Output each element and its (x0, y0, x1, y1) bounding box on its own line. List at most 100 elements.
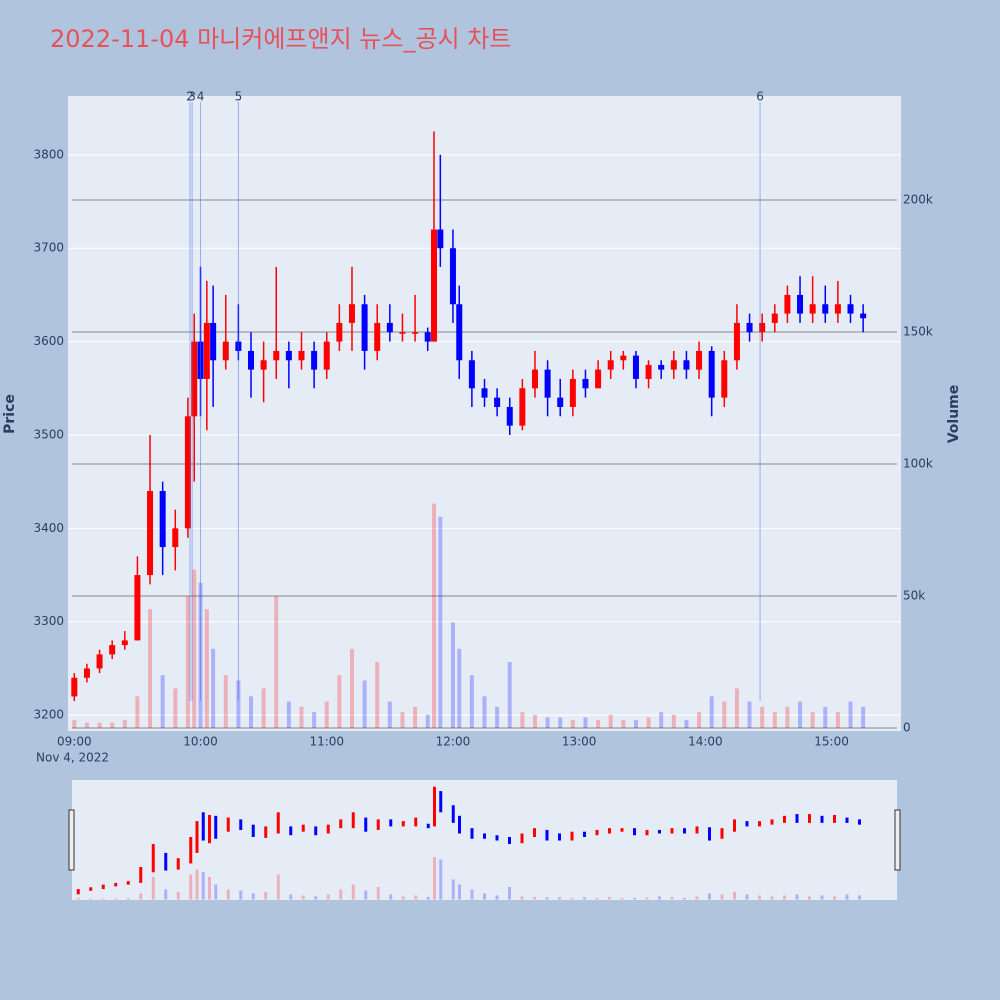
slider-volume-bar (301, 895, 305, 900)
candle-body (607, 360, 614, 370)
slider-volume-bar (339, 889, 343, 900)
y-tick-label: 3800 (33, 147, 64, 161)
slider-volume-bar (214, 884, 218, 900)
candle-body (531, 369, 538, 389)
slider-volume-bar (101, 898, 105, 900)
slider-volume-bar (164, 889, 168, 900)
volume-bar (425, 714, 430, 729)
slider-volume-bar (608, 896, 611, 900)
y-axis-title: Price (2, 394, 18, 434)
slider-volume-bar (201, 871, 205, 900)
slider-volume-bar (76, 897, 80, 900)
y2-tick-label: 50k (903, 589, 925, 603)
volume-bar (671, 714, 676, 729)
slider-volume-bar (770, 896, 774, 900)
slider-volume-bar (658, 896, 661, 900)
slider-volume-bar (351, 884, 355, 900)
volume-bar (375, 662, 380, 729)
volume-bar (633, 720, 638, 729)
candle-body (557, 397, 564, 407)
candle-body (771, 313, 778, 323)
slider-volume-bar (251, 893, 255, 900)
slider-volume-bar (683, 897, 686, 900)
volume-bar (684, 720, 689, 729)
slider-volume-bar (858, 895, 861, 900)
slider-volume-bar (783, 895, 786, 900)
volume-bar (349, 648, 354, 729)
candle-body (468, 360, 475, 389)
volume-bar (545, 717, 550, 729)
slider-volume-bar (289, 894, 293, 900)
volume-bar (97, 722, 102, 729)
candle-body (449, 248, 456, 305)
slider-volume-bar (176, 891, 180, 900)
slider-volume-bar (495, 895, 499, 900)
y-tick-label: 3700 (33, 241, 64, 255)
slider-volume-bar (470, 889, 474, 900)
volume-bar (299, 706, 304, 729)
candle-body (569, 378, 576, 407)
candle-body (759, 322, 766, 333)
slider-volume-bar (595, 897, 599, 900)
candle-body (519, 388, 526, 426)
slider-volume-bar (670, 896, 674, 900)
volume-bar (185, 596, 190, 729)
volume-bar (274, 596, 279, 729)
volume-bar (697, 712, 702, 729)
x-tick-label: 09:00 (57, 735, 92, 749)
candle-body (582, 378, 589, 389)
candle-body (632, 355, 639, 379)
candle-body (374, 322, 381, 351)
volume-bar (734, 688, 739, 729)
slider-volume-bar (195, 869, 199, 900)
volume-bar (236, 680, 241, 729)
volume-bar (848, 701, 853, 729)
candle-body (323, 341, 330, 370)
candle-body (733, 322, 740, 361)
volume-bar (192, 569, 197, 729)
y2-tick-label: 150k (903, 325, 933, 339)
slider-volume-bar (389, 894, 393, 900)
candle-body (721, 360, 728, 398)
volume-bar (621, 720, 626, 729)
volume-bar (747, 701, 752, 729)
candle-body (184, 416, 191, 529)
volume-bar (810, 712, 815, 729)
volume-bar (558, 717, 563, 729)
chart-title: 2022-11-04 마니커에프앤지 뉴스_공시 차트 (50, 25, 511, 53)
candle-body (860, 313, 867, 319)
volume-bar (286, 701, 291, 729)
news-label: 3 (188, 90, 196, 104)
slider-volume-bar (758, 895, 761, 900)
y2-tick-label: 200k (903, 193, 933, 207)
volume-bar (160, 675, 165, 729)
volume-bar (135, 696, 140, 729)
x-tick-label: 10:00 (183, 735, 218, 749)
candle-body (109, 645, 116, 655)
volume-bar (413, 706, 418, 729)
volume-bar (122, 720, 127, 729)
volume-bar (646, 717, 651, 729)
volume-bar (596, 720, 601, 729)
volume-bar (110, 722, 115, 729)
candle-body (210, 322, 217, 361)
candle-body (506, 406, 513, 426)
slider-volume-bar (645, 897, 649, 900)
volume-bar (469, 675, 474, 729)
y2-tick-label: 0 (903, 721, 911, 735)
y-tick-label: 3400 (33, 521, 64, 535)
volume-bar (785, 706, 790, 729)
volume-bar (400, 712, 405, 729)
volume-bar (570, 720, 575, 729)
x-tick-label: 13:00 (562, 735, 597, 749)
slider-volume-bar (845, 894, 849, 900)
candle-body (412, 332, 419, 334)
candle-body (172, 528, 179, 548)
slider-volume-bar (620, 897, 624, 900)
volume-bar (482, 696, 487, 729)
candle-body (336, 322, 343, 342)
volume-bar (457, 648, 462, 729)
slider-volume-bar (508, 886, 511, 900)
candle-body (273, 350, 280, 361)
